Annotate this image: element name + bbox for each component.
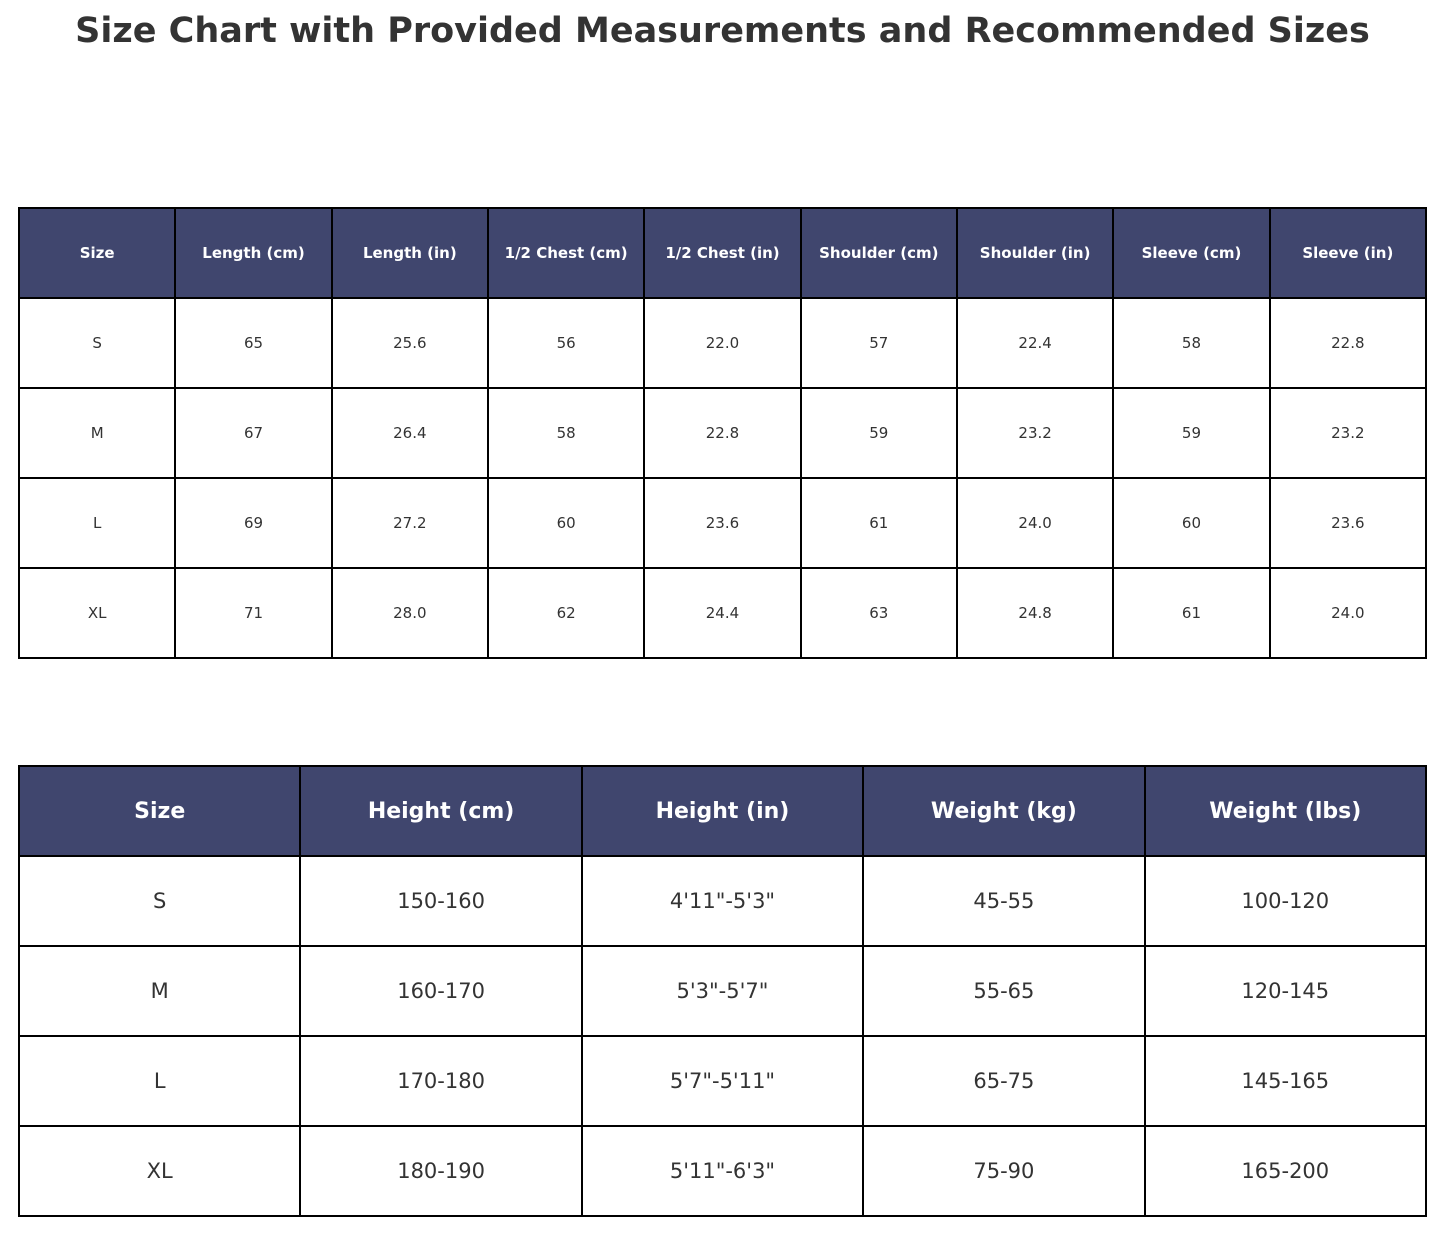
page-title: Size Chart with Provided Measurements an…: [75, 11, 1370, 51]
column-header: Sleeve (cm): [1112, 207, 1271, 299]
table-cell: 62: [486, 567, 646, 659]
column-header: Weight (lbs): [1143, 765, 1428, 857]
table-cell: 59: [1112, 387, 1271, 479]
table-cell: 58: [1112, 297, 1271, 389]
column-header: Sleeve (in): [1268, 207, 1428, 299]
column-header: Length (in): [330, 207, 489, 299]
table-cell: 59: [799, 387, 958, 479]
table-cell: 160-170: [299, 945, 583, 1037]
table-cell: S: [17, 855, 302, 947]
table-cell: 61: [1112, 567, 1271, 659]
table-cell: 23.6: [1268, 477, 1428, 569]
table-cell: 145-165: [1143, 1035, 1428, 1127]
table-cell: 22.4: [955, 297, 1115, 389]
table-cell: 65-75: [862, 1035, 1146, 1127]
table-cell: 75-90: [862, 1125, 1146, 1217]
table-cell: 180-190: [299, 1125, 583, 1217]
table-cell: 60: [486, 477, 646, 569]
table-cell: 5'7"-5'11": [580, 1035, 865, 1127]
column-header: 1/2 Chest (cm): [486, 207, 646, 299]
table-row: L 69 27.2 60 23.6 61 24.0 60 23.6: [17, 477, 1428, 569]
table-cell: 22.8: [1268, 297, 1428, 389]
table-cell: 170-180: [299, 1035, 583, 1127]
table-cell: M: [17, 387, 177, 479]
table-cell: 61: [799, 477, 958, 569]
table-cell: 67: [174, 387, 333, 479]
table-cell: M: [17, 945, 302, 1037]
table-row: S 150-160 4'11"-5'3" 45-55 100-120: [17, 855, 1428, 947]
table-row: M 160-170 5'3"-5'7" 55-65 120-145: [17, 945, 1428, 1037]
table-cell: S: [17, 297, 177, 389]
table-row: L 170-180 5'7"-5'11" 65-75 145-165: [17, 1035, 1428, 1127]
table-cell: 26.4: [330, 387, 489, 479]
table-cell: 5'3"-5'7": [580, 945, 865, 1037]
table-cell: 165-200: [1143, 1125, 1428, 1217]
column-header: Size: [17, 207, 177, 299]
header-row: Size Height (cm) Height (in) Weight (kg) Wei…: [17, 765, 1428, 857]
table-cell: 24.4: [643, 567, 802, 659]
column-header: Height (in): [580, 765, 865, 857]
table-cell: 23.2: [955, 387, 1115, 479]
table-row: M 67 26.4 58 22.8 59 23.2 59 23.2: [17, 387, 1428, 479]
table-body: S 150-160 4'11"-5'3" 45-55 100-120 M 160-170 5'…: [17, 855, 1428, 1217]
table-row: XL 180-190 5'11"-6'3" 75-90 165-200: [17, 1125, 1428, 1217]
table-cell: 65: [174, 297, 333, 389]
table-cell: 27.2: [330, 477, 489, 569]
table-cell: L: [17, 1035, 302, 1127]
table-cell: 69: [174, 477, 333, 569]
column-header: 1/2 Chest (in): [643, 207, 802, 299]
column-header: Height (cm): [299, 765, 583, 857]
table-cell: 24.0: [1268, 567, 1428, 659]
table-cell: 63: [799, 567, 958, 659]
table-cell: 100-120: [1143, 855, 1428, 947]
column-header: Length (cm): [174, 207, 333, 299]
recommended-sizes-table: Size Height (cm) Height (in) Weight (kg) Wei…: [17, 765, 1428, 1217]
table-cell: 24.0: [955, 477, 1115, 569]
table-cell: 57: [799, 297, 958, 389]
table-cell: 22.8: [643, 387, 802, 479]
table-body: S 65 25.6 56 22.0 57 22.4 58 22.8 M 67 26.4 58 22.8 59…: [17, 297, 1428, 659]
table-header: Size Length (cm) Length (in) 1/2 Chest (cm)…: [17, 207, 1428, 299]
table-cell: 22.0: [643, 297, 802, 389]
table-header: Size Height (cm) Height (in) Weight (kg) Wei…: [17, 765, 1428, 857]
garment-measurements-table: Size Length (cm) Length (in) 1/2 Chest (cm)…: [17, 207, 1428, 659]
table-cell: 56: [486, 297, 646, 389]
table-cell: 120-145: [1143, 945, 1428, 1037]
table-cell: 23.2: [1268, 387, 1428, 479]
table-cell: 24.8: [955, 567, 1115, 659]
table-row: XL 71 28.0 62 24.4 63 24.8 61 24.0: [17, 567, 1428, 659]
column-header: Shoulder (cm): [799, 207, 958, 299]
column-header: Shoulder (in): [955, 207, 1115, 299]
table-cell: 71: [174, 567, 333, 659]
table-row: S 65 25.6 56 22.0 57 22.4 58 22.8: [17, 297, 1428, 389]
table-cell: XL: [17, 567, 177, 659]
table-cell: L: [17, 477, 177, 569]
table-cell: XL: [17, 1125, 302, 1217]
table-cell: 28.0: [330, 567, 489, 659]
table-cell: 45-55: [862, 855, 1146, 947]
table-cell: 58: [486, 387, 646, 479]
table-cell: 4'11"-5'3": [580, 855, 865, 947]
column-header: Weight (kg): [862, 765, 1146, 857]
table-cell: 60: [1112, 477, 1271, 569]
table-cell: 25.6: [330, 297, 489, 389]
table-cell: 23.6: [643, 477, 802, 569]
column-header: Size: [17, 765, 302, 857]
table-cell: 150-160: [299, 855, 583, 947]
table-cell: 5'11"-6'3": [580, 1125, 865, 1217]
header-row: Size Length (cm) Length (in) 1/2 Chest (cm)…: [17, 207, 1428, 299]
table-cell: 55-65: [862, 945, 1146, 1037]
